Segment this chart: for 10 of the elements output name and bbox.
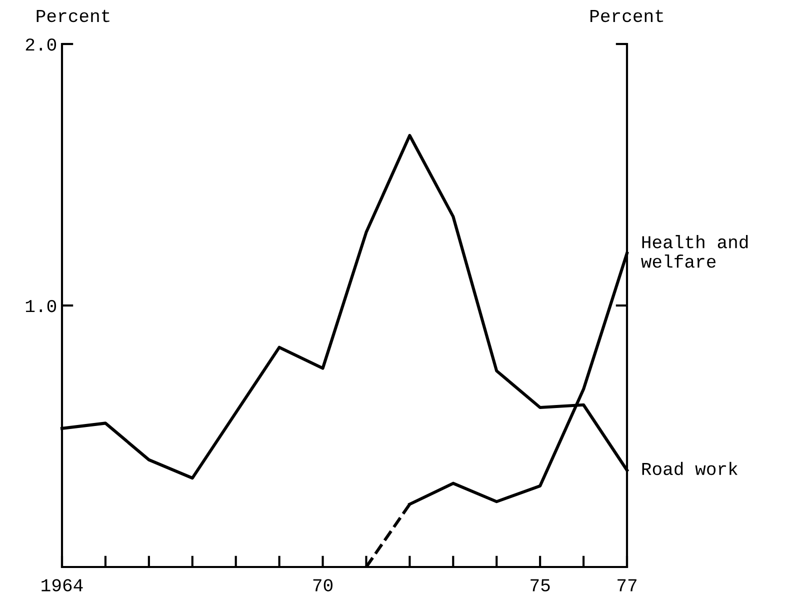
y2-axis-title: Percent xyxy=(590,10,664,22)
x-tick-label: 70 xyxy=(313,579,332,592)
x-tick-label: 77 xyxy=(618,579,636,592)
y-tick-label: 1.0 xyxy=(26,300,56,312)
x-tick-label: 75 xyxy=(530,579,550,592)
y-tick-label: 2.0 xyxy=(26,38,56,51)
y-axis-title: Percent xyxy=(36,10,110,22)
series-label: Health and welfare xyxy=(641,235,748,268)
series-label: Road work xyxy=(642,462,738,476)
x-tick-label: 1964 xyxy=(42,579,83,592)
